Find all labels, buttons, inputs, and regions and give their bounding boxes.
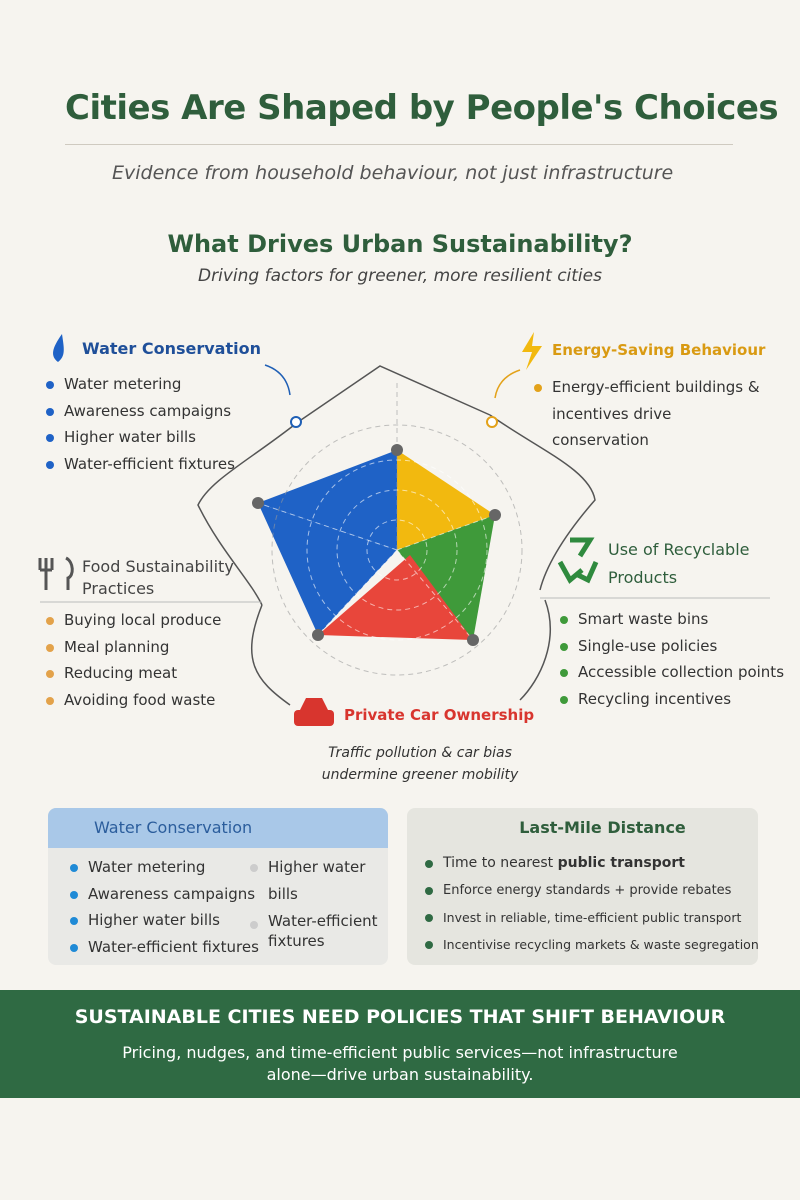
water-list: Water metering Awareness campaigns Higher … [46, 371, 235, 477]
car-note: Traffic pollution & car bias undermine g… [321, 745, 519, 783]
item: Higher water bills [250, 854, 390, 907]
item: Accessible collection points [560, 659, 784, 686]
item: Awareness campaigns [46, 398, 235, 425]
section-subtitle: Driving factors for greener, more resili… [198, 266, 602, 286]
item: Smart waste bins [560, 606, 784, 633]
item: Single-use policies [560, 633, 784, 660]
item: Energy-efficient buildings & incentives … [534, 374, 770, 454]
car-title: Private Car Ownership [344, 706, 535, 724]
energy-title: Energy-Saving Behaviour [552, 341, 766, 359]
title: Cities Are Shaped by People's Choices [65, 88, 779, 128]
water-panel: Water Conservation Water metering Awarene… [48, 808, 388, 965]
item: Higher water bills [46, 424, 235, 451]
item: Avoiding food waste [46, 687, 221, 714]
item: Reducing meat [46, 660, 221, 687]
item: Recycling incentives [560, 686, 784, 713]
item: Invest in reliable, time-efficient publi… [425, 904, 765, 931]
item-text: Time to nearest [443, 855, 554, 871]
food-list: Buying local produce Meal planning Reducin… [46, 607, 221, 713]
footer: SUSTAINABLE CITIES NEED POLICIES THAT SH… [0, 990, 800, 1098]
energy-list: Energy-efficient buildings & incentives … [534, 374, 770, 454]
diagram [38, 332, 770, 726]
recycling-title: Use of Recyclable Products [608, 540, 750, 587]
recycling-list: Smart waste bins Single-use policies Acces… [560, 606, 784, 712]
item: Water metering [46, 371, 235, 398]
section-title: What Drives Urban Sustainability? [167, 230, 633, 258]
panel-title: Water Conservation [48, 808, 388, 848]
panel-list: Time to nearest public transport Enforce… [425, 850, 765, 958]
item-bold: public transport [557, 855, 685, 871]
item: Enforce energy standards + provide rebat… [425, 877, 765, 904]
last-mile-panel: Last-Mile Distance Time to nearest publi… [407, 808, 759, 965]
item: Incentivise recycling markets & waste se… [425, 931, 765, 958]
item: Awareness campaigns [70, 881, 259, 908]
item: Time to nearest public transport [425, 850, 765, 877]
item: Buying local produce [46, 607, 221, 634]
footer-title: SUSTAINABLE CITIES NEED POLICIES THAT SH… [74, 1006, 726, 1028]
water-title: Water Conservation [82, 339, 261, 358]
rule [65, 144, 733, 145]
item: Meal planning [46, 634, 221, 661]
item: Water metering [70, 854, 259, 881]
item: Water-efficient fixtures [46, 451, 235, 478]
footer-text: Pricing, nudges, and time-efficient publ… [122, 1043, 678, 1084]
panel-list: Water metering Awareness campaigns Higher … [70, 854, 259, 960]
food-title: Food Sustainability Practices [82, 557, 234, 598]
item: Water-efficient fixtures [70, 934, 259, 961]
item: Water-efficient fixtures [250, 911, 390, 951]
item: Higher water bills [70, 907, 259, 934]
panel-title: Last-Mile Distance [519, 818, 686, 837]
subtitle: Evidence from household behaviour, not j… [112, 162, 674, 184]
panel-side-list: Higher water bills Water-efficient fixtur… [250, 854, 390, 951]
